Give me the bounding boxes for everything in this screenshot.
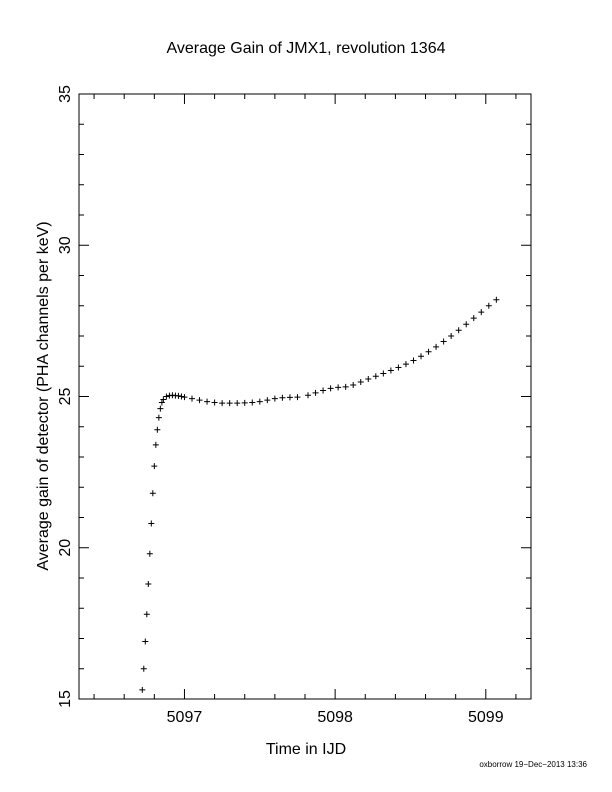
data-point <box>264 397 271 404</box>
data-point <box>196 397 203 404</box>
data-point <box>402 361 409 368</box>
data-point <box>256 398 263 405</box>
data-point <box>181 394 188 401</box>
y-tick-label: 35 <box>57 85 74 103</box>
data-point <box>357 378 364 385</box>
y-tick-label: 15 <box>57 690 74 708</box>
data-point <box>241 399 248 406</box>
x-tick-label: 5097 <box>167 709 203 726</box>
data-point <box>470 315 477 322</box>
data-point <box>286 394 293 401</box>
data-point <box>160 396 167 403</box>
data-point <box>163 393 170 400</box>
data-point <box>485 302 492 309</box>
data-point <box>211 399 218 406</box>
data-point <box>154 426 161 433</box>
data-point <box>305 392 312 399</box>
axis-ticks <box>79 93 531 700</box>
data-point <box>395 364 402 371</box>
tick-labels: 5097 5098 5099 15 20 25 30 35 <box>57 85 504 726</box>
data-point <box>279 394 286 401</box>
data-point <box>151 463 158 470</box>
data-point <box>157 405 164 412</box>
data-point <box>327 385 334 392</box>
data-point <box>425 348 432 355</box>
data-point <box>312 389 319 396</box>
data-point <box>158 399 165 406</box>
data-point <box>335 384 342 391</box>
data-point <box>204 398 211 405</box>
data-point <box>455 327 462 334</box>
y-axis-label: Average gain of detector (PHA channels p… <box>35 221 52 570</box>
data-point <box>365 375 372 382</box>
footer-credit: oxborrow 19−Dec−2013 13:36 <box>479 760 587 769</box>
plot-frame <box>78 93 532 700</box>
data-point <box>387 367 394 374</box>
x-tick-label: 5098 <box>317 709 353 726</box>
data-point <box>478 309 485 316</box>
data-point <box>440 338 447 345</box>
data-point <box>146 550 153 557</box>
data-point <box>433 343 440 350</box>
data-point <box>234 400 241 407</box>
data-point <box>219 400 226 407</box>
x-tick-label: 5099 <box>468 709 504 726</box>
y-tick-label: 25 <box>57 388 74 406</box>
data-point <box>189 395 195 402</box>
data-point <box>463 321 470 328</box>
data-point <box>226 400 233 407</box>
data-point <box>178 393 185 400</box>
data-point <box>140 665 147 672</box>
data-point <box>142 638 149 645</box>
data-point <box>152 441 159 448</box>
data-point <box>418 353 425 360</box>
data-point <box>448 333 455 339</box>
data-point <box>249 399 256 406</box>
x-axis-label: Time in IJD <box>266 741 346 758</box>
data-point <box>175 392 182 399</box>
data-point <box>380 370 387 377</box>
y-tick-label: 30 <box>57 236 74 254</box>
data-point <box>145 581 152 588</box>
data-point <box>155 414 162 421</box>
data-point <box>372 373 379 380</box>
chart-title: Average Gain of JMX1, revolution 1364 <box>167 40 446 57</box>
data-point <box>320 387 327 394</box>
data-point <box>271 395 278 402</box>
data-point <box>149 490 156 497</box>
y-tick-label: 20 <box>57 539 74 557</box>
data-point <box>410 357 417 364</box>
data-points <box>139 296 500 693</box>
data-point <box>139 686 146 693</box>
data-point <box>294 394 301 401</box>
data-point <box>350 382 357 389</box>
data-point <box>342 383 349 390</box>
data-point <box>143 611 150 618</box>
data-point <box>148 520 155 527</box>
data-point <box>493 296 500 303</box>
